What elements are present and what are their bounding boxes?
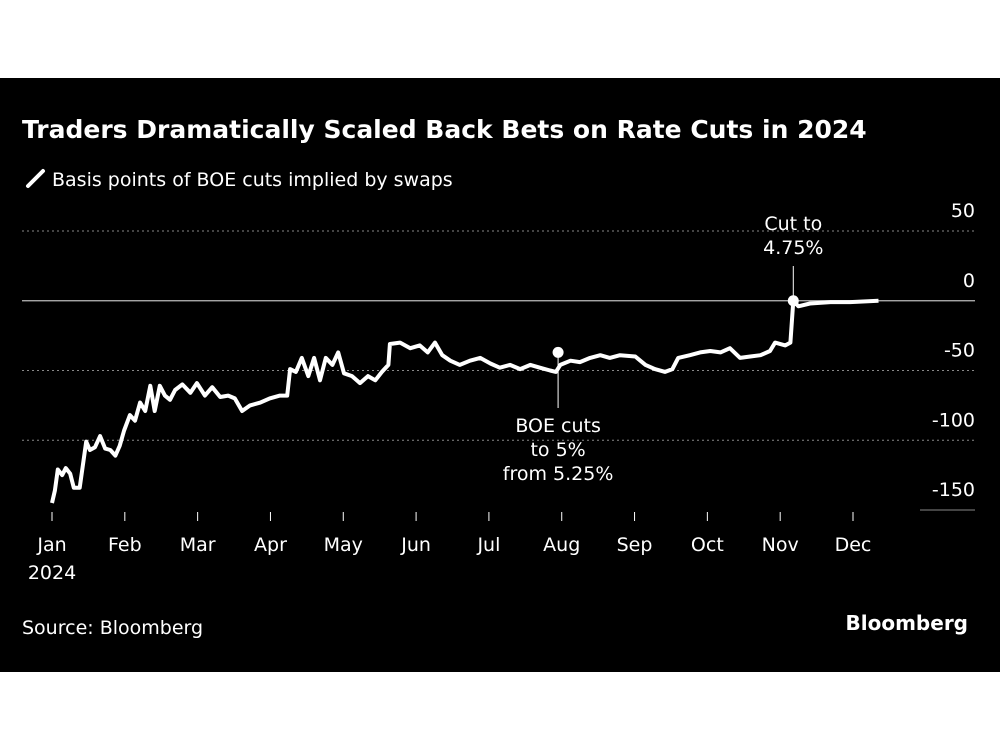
brand: Bloomberg — [846, 611, 968, 635]
x-tick-label: May — [324, 534, 363, 556]
x-tick-label: Jul — [476, 534, 500, 556]
annotation-point — [552, 346, 564, 358]
y-tick-label: 0 — [963, 270, 975, 292]
annotation-point — [787, 295, 799, 307]
x-tick-label: Aug — [543, 534, 580, 556]
line-series — [50, 298, 879, 504]
y-tick-label: -50 — [944, 340, 975, 362]
y-tick-label: 50 — [951, 200, 975, 222]
x-tick-label: Apr — [254, 534, 287, 556]
x-tick-label: Sep — [617, 534, 653, 556]
y-tick-label: -100 — [932, 409, 975, 431]
annotation-text: from 5.25% — [503, 463, 614, 485]
x-tick-label: Feb — [108, 534, 142, 556]
x-tick-label: Mar — [180, 534, 216, 556]
source: Source: Bloomberg — [22, 617, 203, 639]
x-year-label: 2024 — [28, 562, 76, 584]
panel — [0, 78, 1000, 672]
annotation-text: 4.75% — [763, 237, 823, 259]
chart-title: Traders Dramatically Scaled Back Bets on… — [22, 115, 867, 144]
x-tick-label: Jun — [400, 534, 431, 556]
annotation-text: Cut to — [764, 213, 822, 235]
x-tick-label: Jan — [36, 534, 66, 556]
legend-label: Basis points of BOE cuts implied by swap… — [52, 169, 453, 191]
x-tick-label: Oct — [691, 534, 724, 556]
annotation-text: BOE cuts — [515, 415, 601, 437]
annotation-text: to 5% — [530, 439, 585, 461]
legend-swatch — [26, 169, 45, 188]
y-tick-label: -150 — [932, 479, 975, 501]
x-tick-label: Dec — [835, 534, 872, 556]
x-tick-label: Nov — [762, 534, 799, 556]
